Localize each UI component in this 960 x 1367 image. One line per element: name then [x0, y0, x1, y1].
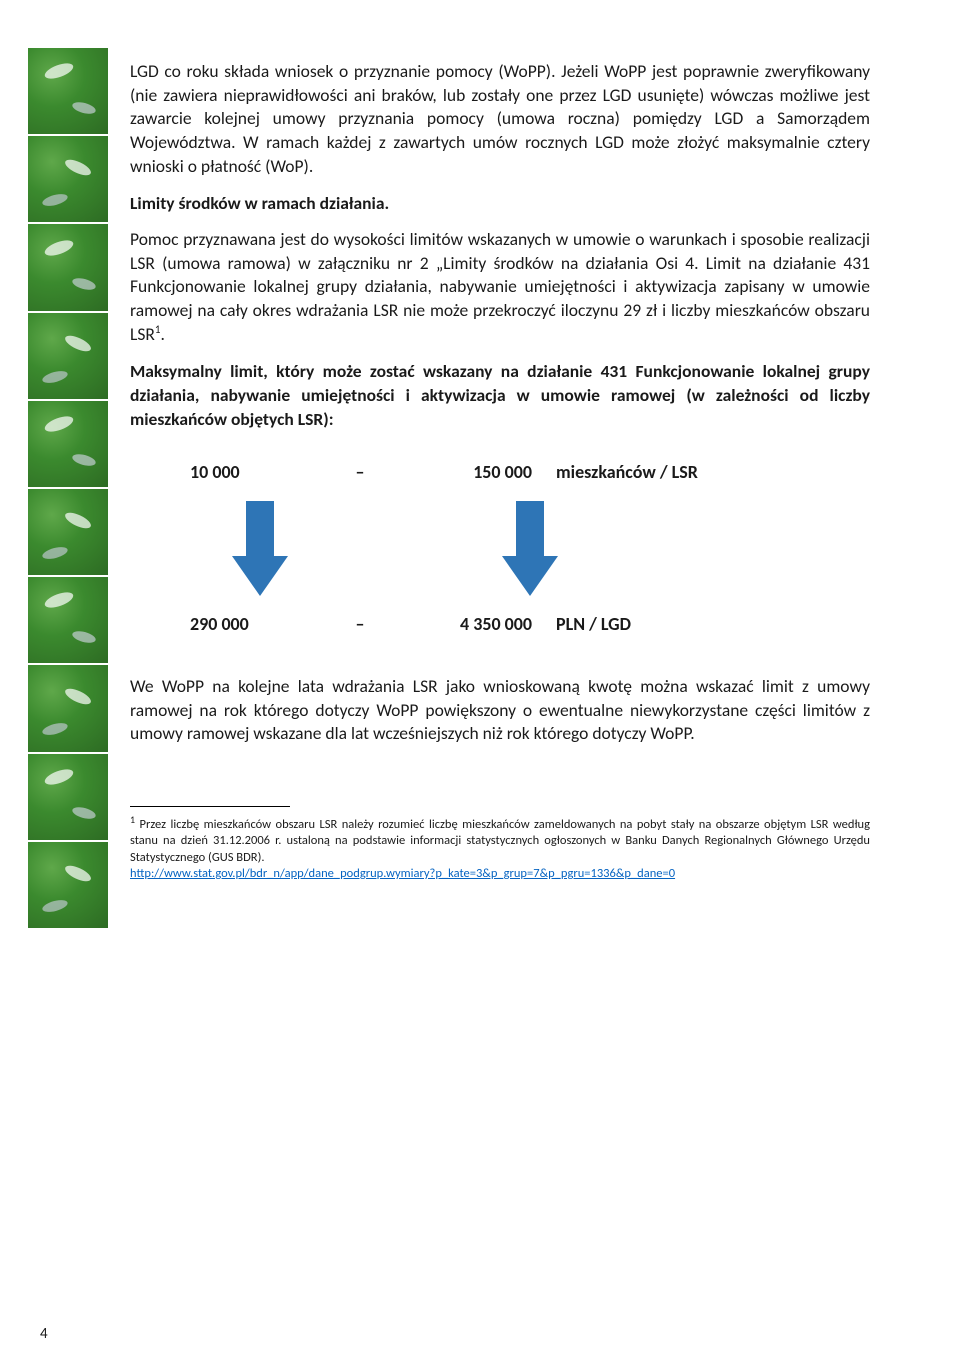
decorative-tile — [28, 313, 108, 399]
paragraph-pomoc: Pomoc przyznawana jest do wysokości limi… — [130, 228, 870, 346]
calc-row-mieszkancy: 10 000 – 150 000 mieszkańców / LSR — [190, 461, 870, 483]
decorative-tile — [28, 224, 108, 310]
paragraph-max-limit: Maksymalny limit, który może zostać wska… — [130, 360, 870, 431]
paragraph-pomoc-end: . — [160, 323, 164, 345]
decorative-tile — [28, 842, 108, 928]
decorative-tile — [28, 489, 108, 575]
heading-limits: Limity środków w ramach działania. — [130, 192, 870, 214]
paragraph-pomoc-text: Pomoc przyznawana jest do wysokości limi… — [130, 228, 870, 345]
calc-dash: – — [330, 461, 390, 483]
page-number: 4 — [40, 1325, 48, 1343]
decorative-sidebar-image — [28, 48, 108, 928]
calc-row-pln: 290 000 – 4 350 000 PLN / LGD — [190, 613, 870, 635]
down-arrow-icon — [502, 501, 558, 596]
decorative-tile — [28, 48, 108, 134]
main-content: LGD co roku składa wniosek o przyznanie … — [130, 60, 870, 882]
calc-value-max: 150 000 — [390, 461, 540, 483]
paragraph-wopp: We WoPP na kolejne lata wdrażania LSR ja… — [130, 675, 870, 746]
down-arrow-icon — [232, 501, 288, 596]
decorative-tile — [28, 665, 108, 751]
calc-unit: PLN / LGD — [540, 613, 631, 635]
footnote-link[interactable]: http://www.stat.gov.pl/bdr_n/app/dane_po… — [130, 866, 675, 881]
calc-unit: mieszkańców / LSR — [540, 461, 698, 483]
decorative-tile — [28, 136, 108, 222]
paragraph-intro: LGD co roku składa wniosek o przyznanie … — [130, 60, 870, 178]
decorative-tile — [28, 401, 108, 487]
calculation-block: 10 000 – 150 000 mieszkańców / LSR — [190, 461, 870, 635]
calc-dash: – — [330, 613, 390, 635]
calc-value-max: 4 350 000 — [390, 613, 540, 635]
decorative-tile — [28, 577, 108, 663]
calc-value-min: 10 000 — [190, 461, 330, 483]
arrow-row — [190, 493, 870, 603]
calc-value-min: 290 000 — [190, 613, 330, 635]
footnote-text: 1 Przez liczbę mieszkańców obszaru LSR n… — [130, 813, 870, 882]
footnote-separator — [130, 806, 290, 807]
footnote-body: Przez liczbę mieszkańców obszaru LSR nal… — [130, 817, 870, 865]
decorative-tile — [28, 754, 108, 840]
